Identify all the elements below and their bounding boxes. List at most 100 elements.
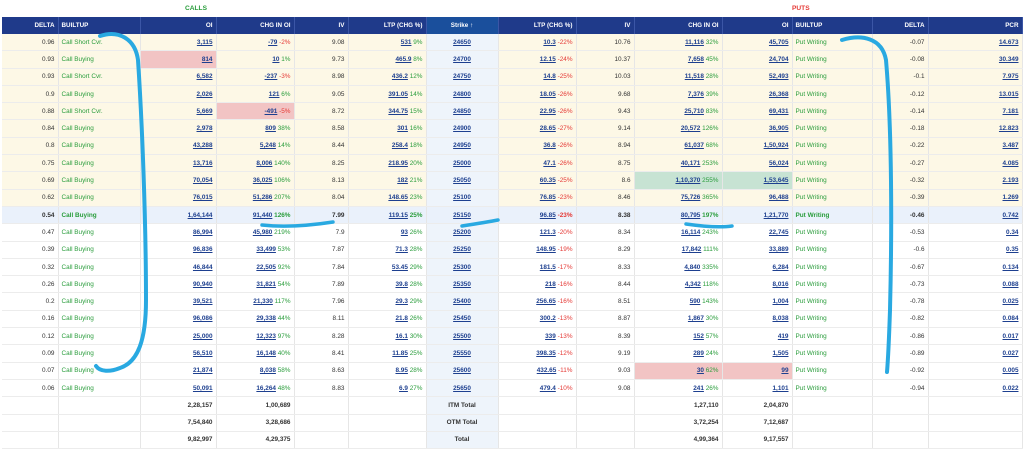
put-ltp-link[interactable]: 432.65 bbox=[536, 367, 557, 375]
call-ltp-link[interactable]: 53.45 bbox=[391, 263, 408, 271]
call-chg-oi-link[interactable]: 91,440 bbox=[252, 211, 273, 219]
pcr-link[interactable]: 0.022 bbox=[1002, 384, 1019, 392]
call-oi-link[interactable]: 25,000 bbox=[192, 332, 213, 340]
pcr-link[interactable]: 1.269 bbox=[1002, 194, 1019, 202]
call-oi-link[interactable]: 3,115 bbox=[196, 38, 213, 46]
call-chg-oi-link[interactable]: -491 bbox=[264, 107, 278, 115]
call-ltp-link[interactable]: 119.15 bbox=[388, 211, 408, 219]
col-strike-sort[interactable]: Strike ↑ bbox=[426, 17, 499, 34]
strike-price[interactable]: 25500 bbox=[426, 327, 499, 346]
pcr-link[interactable]: 12.823 bbox=[998, 125, 1019, 133]
put-oi-link[interactable]: 96,488 bbox=[768, 194, 789, 202]
call-chg-oi-link[interactable]: 8,006 bbox=[256, 159, 273, 167]
call-ltp-link[interactable]: 391.05 bbox=[388, 90, 408, 98]
put-chg-oi-link[interactable]: 11,116 bbox=[685, 38, 704, 46]
strike-price[interactable]: 24850 bbox=[426, 102, 499, 121]
put-oi-link[interactable]: 36,905 bbox=[768, 125, 789, 133]
call-ltp-link[interactable]: 344.75 bbox=[388, 107, 408, 115]
call-chg-oi-link[interactable]: 5,248 bbox=[259, 142, 276, 150]
call-oi-link[interactable]: 13,716 bbox=[192, 159, 213, 167]
call-oi-link[interactable]: 96,086 bbox=[192, 315, 213, 323]
call-ltp-link[interactable]: 148.65 bbox=[388, 194, 408, 202]
put-chg-oi-link[interactable]: 7,658 bbox=[687, 55, 704, 63]
call-oi-link[interactable]: 86,994 bbox=[192, 228, 213, 236]
pcr-link[interactable]: 30.349 bbox=[998, 55, 1019, 63]
put-oi-link[interactable]: 1,101 bbox=[772, 384, 789, 392]
put-ltp-link[interactable]: 60.35 bbox=[539, 177, 556, 185]
pcr-link[interactable]: 0.027 bbox=[1002, 349, 1019, 357]
put-chg-oi-link[interactable]: 17,842 bbox=[681, 246, 702, 254]
put-oi-link[interactable]: 56,024 bbox=[768, 159, 789, 167]
call-chg-oi-link[interactable]: -237 bbox=[264, 73, 278, 81]
call-oi-link[interactable]: 21,874 bbox=[192, 367, 213, 375]
pcr-link[interactable]: 3.487 bbox=[1002, 142, 1019, 150]
pcr-link[interactable]: 0.017 bbox=[1002, 332, 1019, 340]
call-ltp-link[interactable]: 465.9 bbox=[395, 55, 412, 63]
put-ltp-link[interactable]: 121.3 bbox=[539, 228, 556, 236]
put-oi-link[interactable]: 69,431 bbox=[768, 107, 789, 115]
call-ltp-link[interactable]: 182 bbox=[397, 177, 408, 185]
pcr-link[interactable]: 0.088 bbox=[1002, 280, 1019, 288]
strike-price[interactable]: 24800 bbox=[426, 85, 499, 104]
put-chg-oi-link[interactable]: 25,710 bbox=[684, 107, 704, 115]
col-put-ltp[interactable]: LTP (CHG %) bbox=[498, 17, 577, 34]
put-chg-oi-link[interactable]: 1,867 bbox=[687, 315, 704, 323]
call-ltp-link[interactable]: 436.2 bbox=[391, 73, 408, 81]
put-oi-link[interactable]: 22,745 bbox=[768, 228, 789, 236]
col-call-chg-oi[interactable]: CHG IN OI bbox=[216, 17, 295, 34]
call-chg-oi-link[interactable]: 22,505 bbox=[256, 263, 276, 271]
call-oi-link[interactable]: 46,844 bbox=[192, 263, 213, 271]
put-oi-link[interactable]: 1,53,645 bbox=[763, 177, 789, 185]
put-ltp-link[interactable]: 339 bbox=[545, 332, 556, 340]
col-put-builtup[interactable]: BUILTUP bbox=[792, 17, 873, 34]
put-oi-link[interactable]: 1,50,924 bbox=[763, 142, 789, 150]
put-oi-link[interactable]: 1,004 bbox=[772, 298, 789, 306]
pcr-link[interactable]: 0.134 bbox=[1002, 263, 1019, 271]
call-chg-oi-link[interactable]: 8,038 bbox=[259, 367, 276, 375]
col-pcr[interactable]: PCR bbox=[928, 17, 1023, 34]
call-chg-oi-link[interactable]: 45,980 bbox=[252, 228, 273, 236]
col-put-iv[interactable]: IV bbox=[576, 17, 635, 34]
put-oi-link[interactable]: 419 bbox=[777, 332, 789, 340]
call-chg-oi-link[interactable]: 121 bbox=[268, 90, 280, 98]
pcr-link[interactable]: 0.742 bbox=[1002, 211, 1019, 219]
pcr-link[interactable]: 4.085 bbox=[1002, 159, 1019, 167]
call-oi-link[interactable]: 2,026 bbox=[196, 90, 213, 98]
strike-price[interactable]: 24900 bbox=[426, 119, 499, 138]
put-chg-oi-link[interactable]: 590 bbox=[689, 298, 701, 306]
pcr-link[interactable]: 7.181 bbox=[1002, 107, 1019, 115]
put-chg-oi-link[interactable]: 75,726 bbox=[680, 194, 701, 202]
put-ltp-link[interactable]: 398.35 bbox=[536, 349, 556, 357]
call-chg-oi-link[interactable]: 21,330 bbox=[253, 298, 273, 306]
call-ltp-link[interactable]: 301 bbox=[397, 125, 408, 133]
call-chg-oi-link[interactable]: 809 bbox=[265, 125, 276, 133]
strike-price[interactable]: 24950 bbox=[426, 137, 499, 156]
col-call-oi[interactable]: OI bbox=[140, 17, 217, 34]
strike-price[interactable]: 25300 bbox=[426, 258, 499, 277]
pcr-link[interactable]: 0.005 bbox=[1002, 367, 1019, 375]
strike-price[interactable]: 25200 bbox=[426, 223, 499, 242]
pcr-link[interactable]: 0.025 bbox=[1002, 298, 1019, 306]
col-put-chg-oi[interactable]: CHG IN OI bbox=[634, 17, 723, 34]
call-ltp-link[interactable]: 39.8 bbox=[395, 280, 408, 288]
put-chg-oi-link[interactable]: 4,840 bbox=[684, 263, 701, 271]
call-ltp-link[interactable]: 258.4 bbox=[391, 142, 408, 150]
strike-price[interactable]: 25250 bbox=[426, 241, 499, 259]
pcr-link[interactable]: 0.34 bbox=[1006, 228, 1019, 236]
call-oi-link[interactable]: 50,091 bbox=[192, 384, 213, 392]
call-oi-link[interactable]: 76,015 bbox=[192, 194, 213, 202]
put-ltp-link[interactable]: 18.05 bbox=[539, 90, 556, 98]
pcr-link[interactable]: 13.015 bbox=[998, 90, 1019, 98]
put-ltp-link[interactable]: 10.3 bbox=[543, 38, 556, 46]
put-chg-oi-link[interactable]: 40,171 bbox=[680, 159, 701, 167]
strike-price[interactable]: 24750 bbox=[426, 68, 499, 86]
call-oi-link[interactable]: 43,288 bbox=[192, 142, 213, 150]
put-ltp-link[interactable]: 148.95 bbox=[536, 246, 556, 254]
put-ltp-link[interactable]: 12.15 bbox=[539, 55, 556, 63]
call-chg-oi-link[interactable]: 10 bbox=[272, 55, 280, 63]
put-ltp-link[interactable]: 14.8 bbox=[543, 73, 556, 81]
put-chg-oi-link[interactable]: 16,114 bbox=[681, 228, 701, 236]
put-ltp-link[interactable]: 181.5 bbox=[539, 263, 556, 271]
call-ltp-link[interactable]: 93 bbox=[400, 228, 408, 236]
put-ltp-link[interactable]: 218 bbox=[545, 280, 556, 288]
